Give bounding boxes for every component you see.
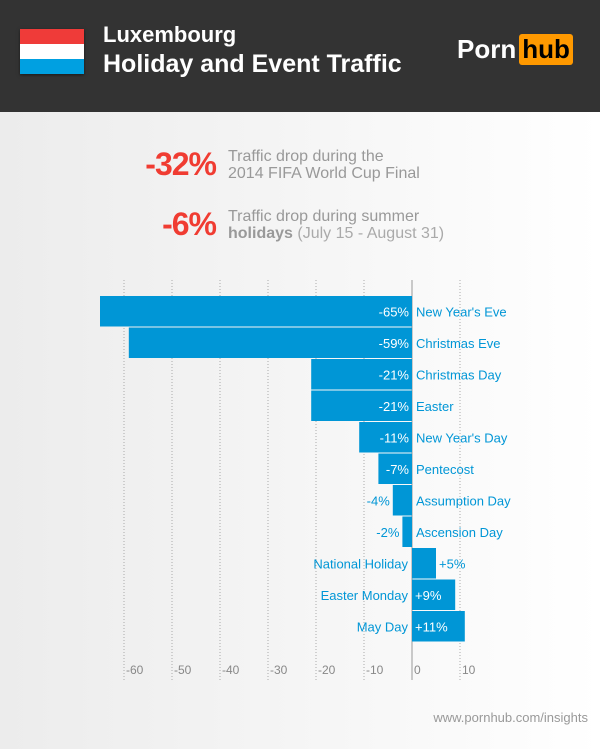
stat-line1: Traffic drop during summer bbox=[228, 207, 420, 225]
header: Luxembourg Holiday and Event Traffic Por… bbox=[0, 0, 600, 112]
x-tick-label: 10 bbox=[462, 663, 476, 677]
category-label: Pentecost bbox=[416, 462, 474, 477]
category-label: National Holiday bbox=[313, 556, 408, 571]
category-label: Easter Monday bbox=[321, 588, 409, 603]
value-label: -2% bbox=[376, 525, 400, 540]
stat-line2-light: (July 15 - August 31) bbox=[297, 224, 445, 242]
category-label: May Day bbox=[357, 619, 409, 634]
stat-line2: 2014 FIFA World Cup Final bbox=[228, 164, 420, 182]
value-label: -65% bbox=[379, 304, 410, 319]
value-label: -4% bbox=[367, 493, 391, 508]
bar bbox=[402, 516, 412, 547]
category-label: Ascension Day bbox=[416, 525, 503, 540]
bar bbox=[392, 485, 412, 516]
logo-left: Porn bbox=[457, 34, 517, 64]
bar bbox=[412, 548, 436, 579]
luxembourg-flag bbox=[20, 29, 84, 74]
value-label: +11% bbox=[415, 619, 448, 634]
stat-world-cup: -32% Traffic drop during the 2014 FIFA Wo… bbox=[116, 146, 420, 183]
value-label: +5% bbox=[439, 556, 466, 571]
stat-line1: Traffic drop during the bbox=[228, 147, 384, 165]
value-label: -21% bbox=[379, 367, 410, 382]
category-label: Christmas Eve bbox=[416, 336, 501, 351]
bar bbox=[412, 579, 456, 610]
x-tick-label: -10 bbox=[366, 663, 384, 677]
value-label: -11% bbox=[380, 430, 410, 445]
logo-right: hub bbox=[519, 34, 573, 65]
bar bbox=[412, 611, 465, 642]
x-tick-label: -40 bbox=[222, 663, 240, 677]
footer-url: www.pornhub.com/insights bbox=[433, 710, 588, 725]
value-label: -59% bbox=[379, 336, 410, 351]
value-label: -7% bbox=[386, 462, 410, 477]
x-tick-label: -60 bbox=[126, 663, 144, 677]
x-tick-label: -50 bbox=[174, 663, 192, 677]
stat-value: -6% bbox=[162, 206, 217, 242]
country-name: Luxembourg bbox=[103, 22, 237, 47]
x-tick-label: -20 bbox=[318, 663, 336, 677]
stat-value: -32% bbox=[145, 146, 217, 182]
bar bbox=[359, 422, 412, 453]
bar bbox=[311, 390, 412, 421]
stat-summer: -6% Traffic drop during summer holidays (… bbox=[116, 206, 444, 243]
flag-stripe-red bbox=[20, 29, 84, 44]
value-label: -21% bbox=[379, 399, 410, 414]
category-label: Christmas Day bbox=[416, 367, 502, 382]
bar bbox=[311, 359, 412, 390]
flag-stripe-white bbox=[20, 44, 84, 59]
bar bbox=[128, 327, 413, 358]
page-title: Holiday and Event Traffic bbox=[103, 50, 402, 78]
value-label: +9% bbox=[415, 588, 442, 603]
category-label: New Year's Day bbox=[416, 430, 508, 445]
category-label: New Year's Eve bbox=[416, 304, 507, 319]
flag-stripe-blue bbox=[20, 59, 84, 74]
category-label: Easter bbox=[416, 399, 454, 414]
bar bbox=[100, 296, 412, 327]
category-label: Assumption Day bbox=[416, 493, 511, 508]
x-tick-label: -30 bbox=[270, 663, 288, 677]
stat-line2-bold: holidays bbox=[228, 224, 293, 242]
bar bbox=[378, 453, 412, 484]
x-tick-label: 0 bbox=[414, 663, 421, 677]
logo: Porn hub bbox=[457, 34, 573, 65]
